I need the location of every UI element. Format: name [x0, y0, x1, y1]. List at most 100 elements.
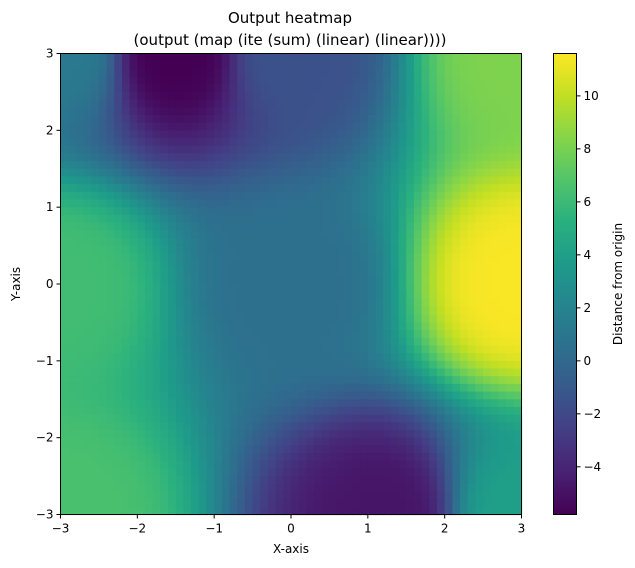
heatmap-cell: [160, 360, 169, 370]
heatmap-cell: [321, 376, 331, 385]
heatmap-cell: [175, 207, 185, 216]
heatmap-cell: [60, 107, 69, 116]
heatmap-cell: [429, 207, 438, 216]
heatmap-cell: [275, 153, 284, 162]
heatmap-cell: [460, 468, 469, 477]
heatmap-cell: [467, 91, 476, 101]
heatmap-cell: [291, 506, 300, 516]
heatmap-cell: [398, 145, 407, 154]
heatmap-cell: [475, 276, 484, 285]
heatmap-cell: [475, 437, 484, 446]
heatmap-cell: [198, 437, 208, 446]
heatmap-cell: [314, 99, 323, 108]
heatmap-cell: [221, 437, 231, 446]
heatmap-cell: [160, 429, 169, 439]
heatmap-cell: [436, 253, 446, 262]
heatmap-cell: [83, 76, 92, 85]
heatmap-cell: [398, 61, 407, 70]
heatmap-cell: [244, 376, 254, 385]
heatmap-cell: [98, 99, 108, 108]
heatmap-cell: [283, 353, 292, 362]
heatmap-cell: [390, 130, 400, 139]
heatmap-cell: [329, 345, 338, 354]
heatmap-cell: [121, 276, 131, 285]
heatmap-cell: [68, 145, 77, 154]
heatmap-cell: [252, 222, 261, 231]
heatmap-cell: [467, 161, 476, 170]
heatmap-cell: [337, 330, 346, 339]
heatmap-cell: [467, 491, 476, 500]
heatmap-cell: [513, 460, 523, 469]
heatmap-cell: [75, 383, 85, 393]
heatmap-cell: [267, 153, 277, 162]
heatmap-cell: [475, 345, 484, 354]
colorbar-tick-label: 6: [584, 195, 592, 209]
heatmap-cell: [267, 368, 277, 377]
heatmap-cell: [198, 191, 208, 201]
heatmap-cell: [383, 122, 392, 131]
heatmap-cell: [283, 453, 292, 462]
heatmap-cell: [483, 422, 492, 431]
heatmap-cell: [121, 76, 131, 85]
heatmap-cell: [406, 122, 415, 131]
heatmap-cell: [168, 307, 177, 316]
heatmap-cell: [75, 114, 85, 124]
heatmap-cell: [298, 68, 307, 78]
heatmap-cell: [129, 107, 138, 116]
heatmap-cell: [306, 383, 315, 393]
heatmap-cell: [367, 122, 377, 131]
heatmap-cell: [398, 76, 407, 85]
heatmap-cell: [490, 61, 500, 70]
heatmap-cell: [221, 207, 231, 216]
heatmap-cell: [375, 68, 384, 78]
heatmap-cell: [75, 107, 85, 116]
heatmap-cell: [498, 168, 507, 178]
heatmap-cell: [75, 299, 85, 308]
heatmap-cell: [198, 122, 208, 131]
heatmap-cell: [329, 353, 338, 362]
heatmap-cell: [467, 145, 476, 154]
heatmap-cell: [244, 245, 254, 254]
heatmap-cell: [252, 307, 261, 316]
heatmap-cell: [198, 353, 208, 362]
heatmap-cell: [83, 114, 92, 124]
heatmap-cell: [275, 191, 284, 201]
heatmap-cell: [160, 153, 169, 162]
heatmap-cell: [183, 360, 192, 370]
heatmap-cell: [337, 491, 346, 500]
heatmap-cell: [460, 53, 469, 62]
heatmap-cell: [91, 330, 100, 339]
heatmap-cell: [183, 414, 192, 423]
heatmap-cell: [267, 161, 277, 170]
heatmap-cell: [460, 145, 469, 154]
heatmap-cell: [337, 91, 346, 101]
heatmap-cell: [390, 260, 400, 270]
heatmap-cell: [214, 383, 223, 393]
heatmap-cell: [252, 276, 261, 285]
heatmap-cell: [360, 207, 369, 216]
heatmap-cell: [383, 468, 392, 477]
heatmap-cell: [114, 291, 123, 300]
heatmap-cell: [252, 114, 261, 124]
heatmap-cell: [175, 499, 185, 508]
heatmap-cell: [83, 184, 92, 193]
heatmap-cell: [390, 61, 400, 70]
heatmap-cell: [260, 476, 269, 485]
heatmap-cell: [229, 399, 238, 408]
heatmap-cell: [244, 84, 254, 93]
heatmap-cell: [137, 391, 146, 400]
heatmap-cell: [452, 268, 461, 277]
heatmap-cell: [337, 307, 346, 316]
heatmap-cell: [183, 460, 192, 469]
heatmap-cell: [83, 145, 92, 154]
heatmap-cell: [429, 299, 438, 308]
heatmap-cell: [467, 406, 476, 416]
heatmap-cell: [398, 460, 407, 469]
heatmap-cell: [283, 276, 292, 285]
heatmap-cell: [329, 376, 338, 385]
heatmap-cell: [413, 353, 423, 362]
heatmap-cell: [506, 445, 515, 454]
heatmap-cell: [244, 99, 254, 108]
heatmap-cell: [244, 360, 254, 370]
heatmap-cell: [221, 414, 231, 423]
